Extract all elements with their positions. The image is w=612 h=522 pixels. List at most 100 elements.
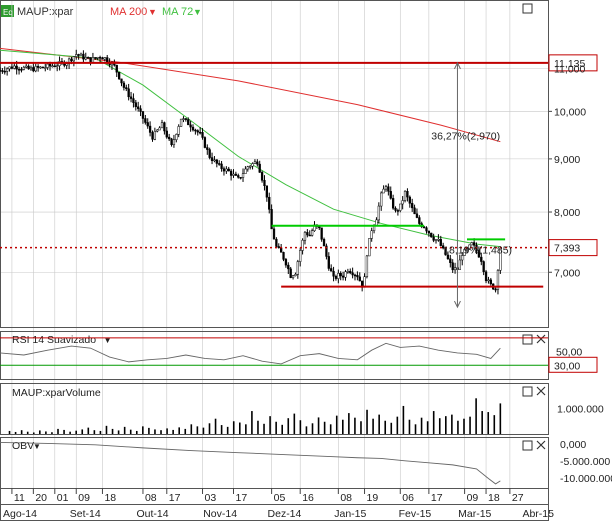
candle-body [53,65,56,68]
candle-body [470,242,473,246]
candle-body [206,147,209,150]
candle-body [15,65,18,70]
candle-body [151,132,154,140]
panel-frame-rsi [0,331,549,380]
candle-body [294,274,297,277]
symbol-label[interactable]: MAUP:xpar [17,6,74,18]
candle-body [39,66,42,69]
obv-title: OBV [12,440,34,452]
candle-body [277,246,280,249]
volume-title: MAUP:xparVolume [12,387,101,399]
ma72-label[interactable]: MA 72 [162,6,193,18]
candle-body [377,205,380,221]
candle-body [177,126,180,135]
candle-body [46,63,49,68]
month-label: Out-14 [136,508,168,520]
candle-body [146,122,149,127]
chart-header: Eq MAUP:xpar MA 200 ▼ MA 72 ▼ [1,5,202,18]
candle-body [287,264,290,270]
candle-body [308,234,311,237]
candle-body [218,163,221,165]
month-label: Fev-15 [399,508,432,520]
candle-body [396,210,400,212]
candle-body [87,57,90,59]
measure-arrow-head-top [454,61,461,70]
equity-badge: Eq [3,8,13,17]
candle-body [8,66,11,70]
candle-body [175,134,178,140]
candle-body [291,275,295,278]
day-tick-label: 06 [402,492,414,504]
candle-body [70,58,73,62]
candle-body [84,57,87,60]
month-label: Mar-15 [458,508,491,520]
candle-body [284,259,288,266]
candle-body [275,238,278,247]
candle-body [141,111,145,119]
obv-y-tick-label: -10.000.000 [560,473,612,485]
candle-body [337,273,340,279]
panel-maximize-icon [522,334,533,345]
ma200-dropdown-icon[interactable]: ▼ [148,7,157,17]
panel-maximize-icon [522,386,533,397]
candle-body [406,191,409,198]
candle-body [461,255,464,261]
candle-body [94,57,97,59]
candle-body [153,131,157,140]
candle-body [306,232,309,236]
candle-body [263,180,266,186]
candle-body [399,203,402,211]
candle-body [344,271,347,278]
candle-body [168,136,171,140]
candle-body [1,70,4,72]
price-y-tick-label: 8,000 [554,207,580,219]
candle-body [432,236,435,241]
candle-body [403,191,407,201]
rsi-level-label: 30,00 [554,360,580,372]
candle-body [334,275,338,279]
measure-annotation: 36,27%(2,970) [431,130,500,142]
candle-body [246,166,249,170]
candle-body [160,122,164,129]
candle-body [463,248,466,256]
candle-body [258,163,261,173]
panel-frame-volume [0,383,549,435]
ma200-label[interactable]: MA 200 [110,6,147,18]
candle-body [79,53,83,56]
candle-body [394,207,397,211]
candle-body [191,126,195,131]
candle-body [82,53,85,60]
candle-body [101,57,104,60]
candle-body [279,247,283,253]
candle-body [237,175,240,178]
ma72-dropdown-icon[interactable]: ▼ [193,7,202,17]
month-label: Set-14 [70,508,101,520]
candle-body [222,168,226,172]
candle-body [137,106,140,109]
candle-body [418,217,421,224]
candle-body [327,256,330,269]
candle-body [96,57,99,59]
candle-body [158,127,161,131]
candle-body [382,188,385,194]
candle-body [341,275,345,278]
candle-body [318,226,321,229]
candle-body [198,131,202,134]
candle-body [353,274,357,277]
candle-body [220,163,223,169]
candle-body [370,230,373,239]
rsi-line [0,342,501,365]
panel-maximize-icon [522,3,533,14]
candle-body [401,200,404,205]
day-tick-label: 09 [78,492,90,504]
candle-body [320,227,323,240]
candle-body [325,245,328,257]
candle-body [303,232,307,241]
candle-body [494,288,497,291]
candle-body [125,87,128,90]
day-tick-label: 01 [57,492,69,504]
candle-body [3,70,6,73]
day-tick-label: 08 [145,492,157,504]
candle-body [391,198,395,209]
